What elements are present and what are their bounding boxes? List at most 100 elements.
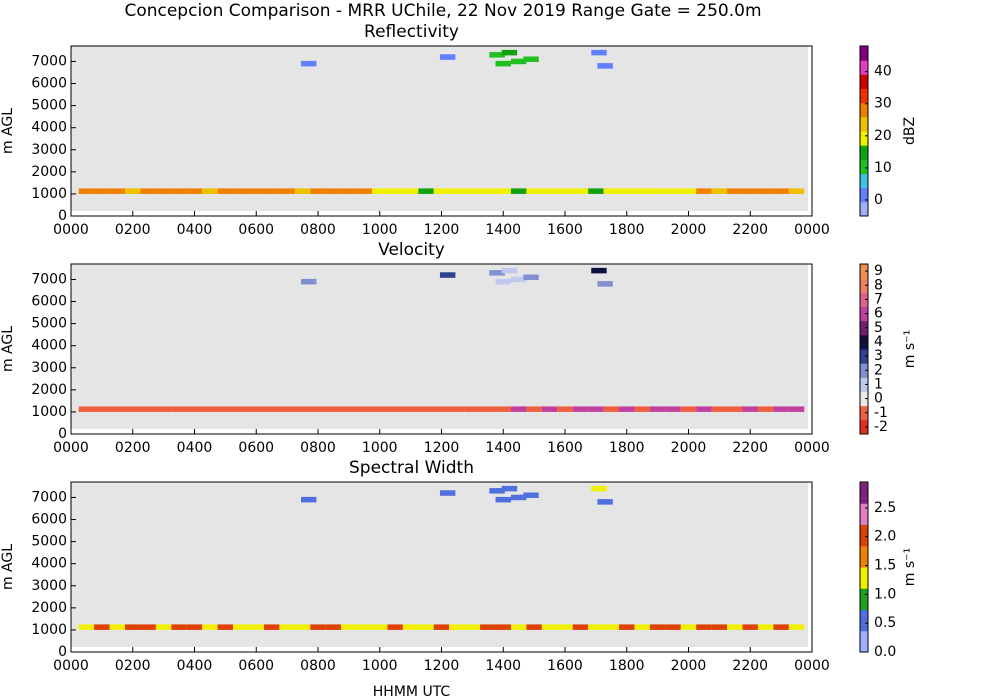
x-tick-label: 1000: [362, 658, 398, 674]
cell: [263, 406, 280, 412]
colorbar-tick-label: 0: [874, 192, 883, 208]
cell: [248, 624, 264, 630]
colorbar-segment: [860, 419, 868, 435]
cell: [510, 188, 527, 194]
colorbar-tick-label: 2.5: [874, 500, 896, 516]
cell: [202, 188, 218, 194]
x-tick-label: 0000: [53, 658, 89, 674]
cell: [341, 406, 357, 412]
cell: [680, 188, 697, 194]
colorbar-segment: [860, 187, 868, 203]
cell: [387, 624, 403, 630]
cell: [310, 624, 326, 630]
cell: [649, 188, 666, 194]
cell: [233, 406, 249, 412]
x-tick-label: 1800: [609, 222, 645, 238]
colorbar-segment: [860, 88, 868, 104]
x-tick-label: 0800: [300, 658, 336, 674]
cell: [711, 624, 728, 630]
cell: [217, 188, 234, 194]
cell: [155, 624, 172, 630]
cell: [140, 406, 156, 412]
cell: [597, 63, 613, 69]
y-axis-label: m AGL: [0, 326, 16, 372]
cell: [233, 624, 249, 630]
y-tick-label: 1000: [31, 404, 67, 420]
colorbar-segment: [860, 334, 868, 350]
cell: [634, 624, 650, 630]
cell: [356, 188, 373, 194]
colorbar-segment: [860, 320, 868, 336]
cell: [523, 274, 539, 281]
colorbar-segment: [860, 349, 868, 364]
plot-background: [71, 46, 808, 211]
cell: [279, 188, 295, 194]
cell: [480, 188, 496, 194]
cell: [757, 624, 774, 630]
cell: [301, 60, 317, 67]
cell: [649, 624, 666, 630]
cell: [109, 624, 126, 630]
colorbar-segment: [860, 630, 868, 653]
colorbar-tick-label: 30: [874, 96, 892, 112]
colorbar-segment: [860, 292, 868, 307]
y-tick-label: 2000: [31, 164, 67, 180]
cell: [171, 188, 187, 194]
colorbar-segment: [860, 609, 868, 632]
cell: [109, 188, 126, 194]
y-tick-label: 3000: [31, 578, 67, 594]
cell: [248, 406, 264, 412]
cell: [727, 624, 743, 630]
cell: [140, 624, 156, 630]
colorbar-segment: [860, 503, 868, 525]
cell: [325, 406, 342, 412]
cell: [510, 276, 527, 283]
cell: [773, 188, 789, 194]
cell: [109, 406, 126, 412]
colorbar-segment: [860, 102, 868, 118]
cell: [480, 624, 496, 630]
x-tick-label: 1600: [547, 222, 583, 238]
cell: [773, 624, 789, 630]
y-tick-label: 3000: [31, 360, 67, 376]
colorbar-segment: [860, 377, 868, 392]
cell: [372, 624, 388, 630]
cell: [155, 406, 172, 412]
cell: [279, 406, 295, 412]
colorbar-tick-label: 0.5: [874, 615, 896, 631]
colorbar-tick-label: -2: [874, 419, 888, 435]
cell: [233, 188, 249, 194]
cell: [557, 624, 573, 630]
x-tick-label: 1600: [547, 440, 583, 456]
cell: [439, 490, 456, 496]
cell: [501, 49, 518, 56]
cell: [125, 188, 141, 194]
x-tick-label: 1600: [547, 658, 583, 674]
x-tick-label: 1400: [485, 440, 521, 456]
cell: [418, 406, 434, 412]
x-tick-label: 0000: [53, 222, 89, 238]
cell: [619, 406, 635, 412]
cell: [523, 492, 539, 499]
cell: [696, 188, 712, 194]
x-axis-label: HHMM UTC: [373, 684, 451, 700]
cell: [634, 188, 650, 194]
colorbar-segment: [860, 482, 868, 504]
colorbar-segment: [860, 173, 868, 189]
x-tick-label: 2000: [671, 440, 707, 456]
cell: [263, 188, 280, 194]
cell: [603, 188, 620, 194]
cell: [418, 188, 434, 194]
y-tick-label: 4000: [31, 338, 67, 354]
x-tick-label: 0000: [794, 222, 830, 238]
panel-title: Spectral Width: [349, 458, 474, 478]
cell: [372, 188, 388, 194]
cell: [489, 488, 505, 494]
cell: [591, 485, 607, 492]
cell: [557, 188, 573, 194]
cell: [418, 624, 434, 630]
cell: [591, 267, 607, 274]
plot-background: [71, 264, 808, 429]
cell: [680, 624, 697, 630]
colorbar-segment: [860, 363, 868, 378]
